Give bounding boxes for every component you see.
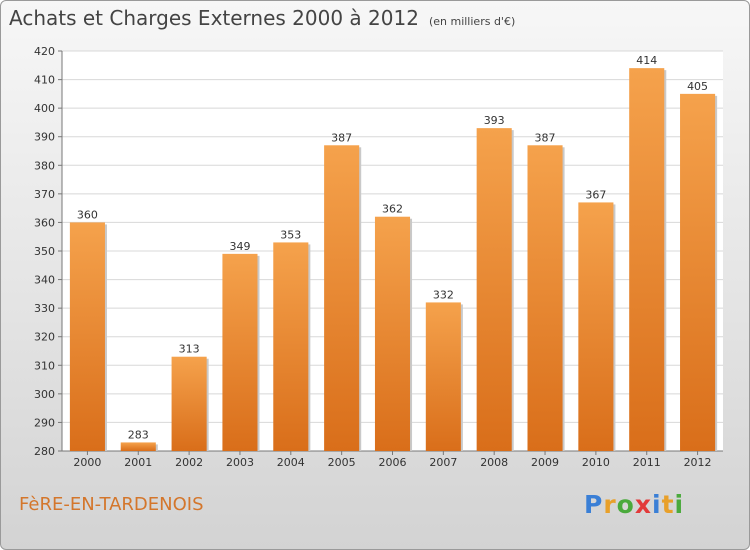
data-label: 353	[280, 228, 301, 241]
y-tick-label: 360	[34, 216, 55, 229]
x-tick-label: 2010	[582, 456, 610, 469]
x-tick-label: 2002	[175, 456, 203, 469]
y-tick-label: 390	[34, 131, 55, 144]
title-text: Achats et Charges Externes 2000 à 2012	[9, 6, 419, 30]
bar	[527, 145, 563, 452]
x-tick-label: 2004	[277, 456, 305, 469]
logo-letter: x	[634, 490, 652, 519]
data-label: 332	[433, 288, 454, 301]
y-tick-label: 340	[34, 274, 55, 287]
bar	[171, 356, 207, 451]
x-tick-label: 2008	[480, 456, 508, 469]
y-tick-label: 350	[34, 245, 55, 258]
logo-letter: i	[674, 490, 685, 519]
y-tick-label: 420	[34, 45, 55, 58]
x-tick-label: 2012	[684, 456, 712, 469]
logo-letter: P	[584, 490, 604, 519]
bar	[69, 222, 105, 451]
y-tick-label: 280	[34, 445, 55, 458]
data-label: 387	[331, 131, 352, 144]
chart-title: Achats et Charges Externes 2000 à 2012 (e…	[9, 6, 515, 30]
bar	[476, 128, 512, 451]
y-tick-label: 330	[34, 302, 55, 315]
x-tick-label: 2009	[531, 456, 559, 469]
data-label: 414	[636, 54, 657, 67]
data-label: 405	[687, 80, 708, 93]
x-tick-label: 2005	[328, 456, 356, 469]
x-tick-label: 2001	[124, 456, 152, 469]
logo-letter: r	[603, 490, 617, 519]
y-tick-label: 310	[34, 359, 55, 372]
bar	[629, 68, 665, 452]
x-tick-label: 2000	[73, 456, 101, 469]
x-tick-label: 2006	[379, 456, 407, 469]
data-label: 283	[128, 428, 149, 441]
data-label: 387	[535, 131, 556, 144]
bar	[324, 145, 360, 452]
bar	[425, 302, 461, 451]
bar	[120, 442, 156, 451]
x-tick-label: 2003	[226, 456, 254, 469]
bar	[578, 202, 614, 451]
y-tick-label: 400	[34, 102, 55, 115]
unit-note: (en milliers d'€)	[428, 15, 516, 28]
bar	[222, 253, 258, 451]
x-tick-label: 2011	[633, 456, 661, 469]
data-label: 367	[585, 188, 606, 201]
logo-letter: t	[661, 490, 675, 519]
data-label: 360	[77, 208, 98, 221]
y-tick-label: 380	[34, 159, 55, 172]
y-tick-label: 300	[34, 388, 55, 401]
logo-letter: i	[652, 490, 662, 519]
y-tick-label: 410	[34, 74, 55, 87]
logo-letter: o	[616, 490, 635, 519]
place-name: FèRE-EN-TARDENOIS	[19, 494, 204, 515]
proxiti-logo[interactable]: Proxiti	[584, 490, 684, 519]
labels: 280 290 300 310 320 330 340 350 360 370 380 390 400 4…	[34, 45, 712, 469]
bar	[273, 242, 309, 451]
data-label: 362	[382, 203, 403, 216]
data-label: 349	[229, 240, 250, 253]
y-tick-label: 370	[34, 188, 55, 201]
bar	[374, 216, 411, 451]
bars	[69, 68, 718, 452]
bar	[680, 93, 716, 451]
data-label: 313	[179, 343, 200, 356]
x-tick-label: 2007	[429, 456, 457, 469]
data-label: 393	[484, 114, 505, 127]
y-tick-label: 320	[34, 331, 55, 344]
y-tick-label: 290	[34, 416, 55, 429]
